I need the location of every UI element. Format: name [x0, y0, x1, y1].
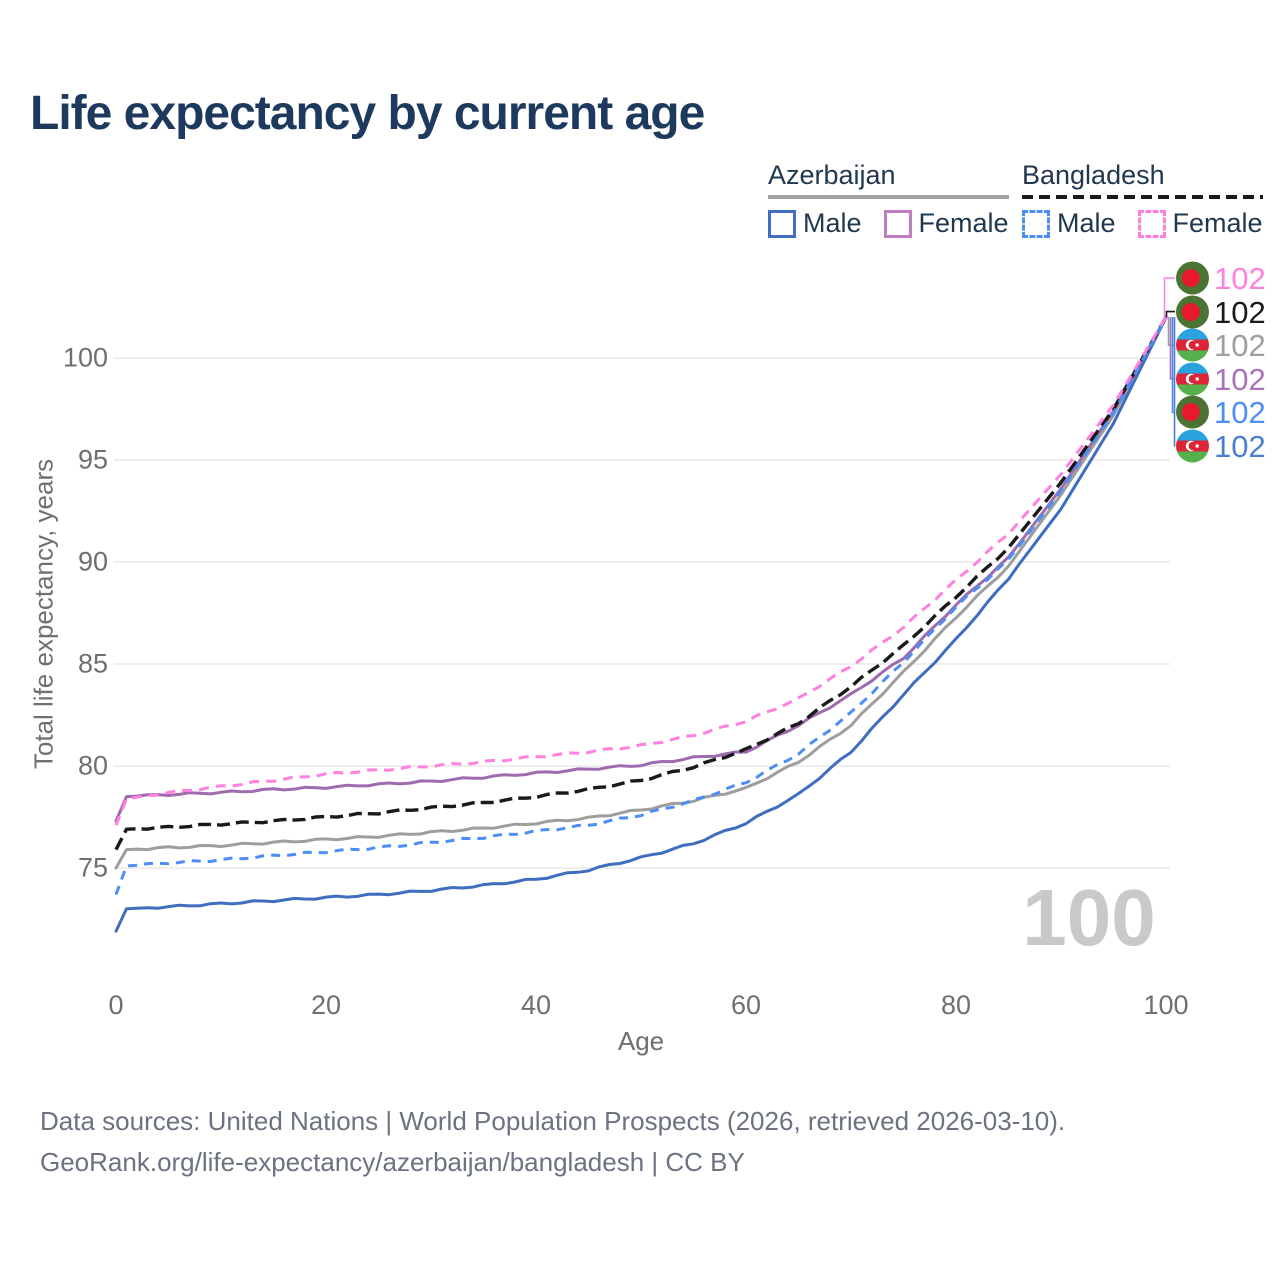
end-label-value-2: 102: [1214, 328, 1266, 364]
legend-swatch-icon: [883, 209, 912, 238]
azerbaijan-flag-icon: [1176, 362, 1209, 396]
end-label-flag-5: [1176, 429, 1209, 463]
legend-item-label: Male: [1057, 208, 1116, 238]
legend-item-label: Female: [918, 208, 1009, 238]
bangladesh-flag-icon: [1176, 261, 1209, 295]
end-label-value-4: 102: [1214, 395, 1266, 431]
legend-item-azerbaijan-male[interactable]: Male: [768, 208, 862, 239]
series-line-az_male[interactable]: [114, 315, 1168, 933]
x-axis-title: Age: [617, 1026, 665, 1056]
legend-line-style-sample-solid: [768, 195, 1009, 199]
legend-group-bangladesh: Bangladesh Male Female: [1022, 160, 1263, 239]
footer-data-sources: Data sources: United Nations | World Pop…: [40, 1106, 1066, 1136]
age-watermark: 100: [1022, 873, 1156, 962]
series-line-bd_male[interactable]: [114, 316, 1168, 896]
x-tick-label-100: 100: [1143, 990, 1189, 1020]
azerbaijan-flag-icon: [1176, 328, 1209, 362]
y-tick-label-90: 90: [77, 546, 108, 577]
x-tick-label-20: 20: [310, 990, 342, 1020]
legend-line-style-sample-dashed: [1022, 195, 1263, 199]
azerbaijan-flag-icon: [1176, 429, 1209, 463]
end-label-flag-1: [1176, 295, 1209, 329]
x-tick-label-80: 80: [940, 990, 972, 1020]
bangladesh-flag-icon: [1176, 295, 1209, 329]
footer-attribution-link: GeoRank.org/life-expectancy/azerbaijan/b…: [40, 1147, 745, 1177]
legend-swatch-icon: [768, 209, 796, 238]
series-line-az_both[interactable]: [114, 315, 1168, 870]
end-label-flag-0: [1176, 261, 1209, 295]
page-title: Life expectancy by current age: [30, 87, 705, 140]
legend-item-bangladesh-male[interactable]: Male: [1022, 208, 1116, 239]
y-tick-label-75: 75: [77, 852, 108, 883]
end-label-connector-1: [1165, 310, 1175, 317]
end-label-connector-5: [1173, 317, 1176, 447]
end-label-connector-3: [1169, 317, 1175, 380]
legend-item-bangladesh-female[interactable]: Female: [1137, 208, 1263, 239]
series-line-az_female[interactable]: [114, 315, 1168, 823]
end-label-value-1: 102: [1214, 294, 1266, 330]
series-line-bd_both[interactable]: [114, 316, 1168, 851]
y-tick-label-95: 95: [77, 444, 108, 475]
end-label-flag-2: [1176, 328, 1209, 362]
x-tick-label-40: 40: [520, 990, 552, 1020]
end-label-value-3: 102: [1214, 361, 1266, 397]
legend-swatch-icon: [1022, 209, 1050, 238]
end-label-value-0: 102: [1214, 261, 1266, 296]
y-axis-title: Total life expectancy, years: [28, 458, 59, 770]
end-label-flag-4: [1176, 395, 1209, 429]
end-label-value-5: 102: [1214, 429, 1266, 464]
bangladesh-flag-icon: [1176, 395, 1209, 429]
legend-item-label: Male: [803, 208, 862, 238]
series-line-bd_female[interactable]: [114, 316, 1168, 826]
legend-item-label: Female: [1172, 208, 1263, 238]
legend-swatch-icon: [1137, 209, 1166, 238]
legend-group-azerbaijan: Azerbaijan Male Female: [768, 160, 1009, 239]
y-tick-label-80: 80: [77, 750, 108, 781]
legend-country-label: Azerbaijan: [768, 160, 896, 190]
end-label-connector-0: [1163, 277, 1175, 317]
y-tick-label-100: 100: [62, 342, 108, 373]
legend-country-label: Bangladesh: [1022, 160, 1165, 190]
x-tick-label-0: 0: [108, 990, 124, 1020]
legend-item-azerbaijan-female[interactable]: Female: [883, 208, 1009, 239]
x-tick-label-60: 60: [730, 990, 762, 1020]
end-label-flag-3: [1176, 362, 1209, 396]
y-tick-label-85: 85: [77, 648, 108, 679]
